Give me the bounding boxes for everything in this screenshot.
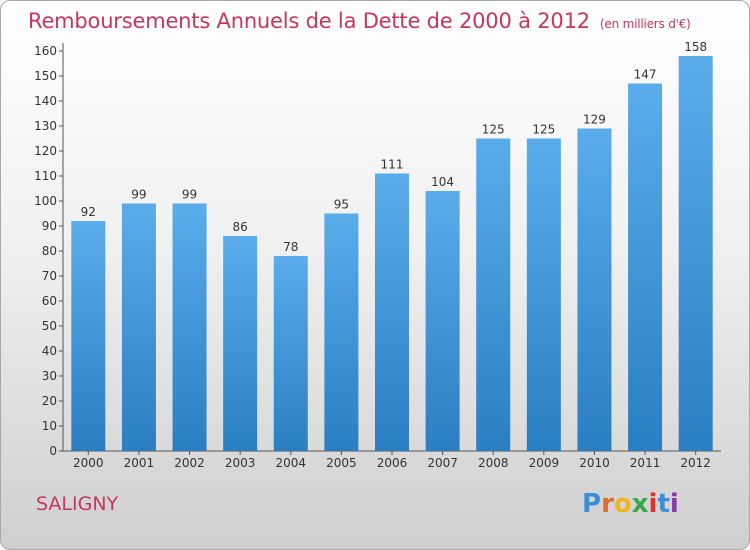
x-tick-label: 2005: [326, 456, 357, 470]
y-tick-label: 100: [34, 194, 57, 208]
bar: [526, 138, 561, 451]
logo-letter: x: [631, 489, 649, 519]
y-tick-label: 150: [34, 69, 57, 83]
x-tick-label: 2009: [529, 456, 560, 470]
data-labels: 92 99 99 86 78 95 111 104 125 125 129 147 158: [81, 40, 707, 254]
logo-letter: i: [648, 489, 658, 519]
y-tick-label: 110: [34, 169, 57, 183]
y-tick-label: 50: [42, 319, 57, 333]
x-tick-label: 2003: [225, 456, 256, 470]
y-tick-label: 130: [34, 119, 57, 133]
y-tick-label: 10: [42, 419, 57, 433]
y-tick-label: 160: [34, 44, 57, 58]
proxiti-logo[interactable]: Proxiti: [582, 489, 679, 519]
bar: [425, 191, 460, 451]
logo-letter: i: [669, 489, 679, 519]
y-tick-label: 60: [42, 294, 57, 308]
bar-value-label: 111: [381, 158, 404, 172]
y-tick-label: 20: [42, 394, 57, 408]
y-tick-label: 90: [42, 219, 57, 233]
logo-letter: r: [601, 489, 614, 519]
x-tick-label: 2012: [680, 456, 711, 470]
bar: [375, 173, 409, 451]
x-tick-label: 2007: [427, 456, 458, 470]
bar: [577, 128, 612, 451]
y-tick-label: 120: [34, 144, 57, 158]
bar: [121, 203, 156, 451]
x-tick-label: 2006: [377, 456, 408, 470]
x-tick-label: 2001: [124, 456, 155, 470]
logo-letter: o: [613, 489, 632, 519]
x-tick-label: 2011: [630, 456, 661, 470]
bar-value-label: 99: [182, 188, 197, 202]
bar-value-label: 129: [583, 113, 606, 127]
logo-letter: t: [657, 489, 670, 519]
x-tick-label: 2000: [73, 456, 104, 470]
bar-value-label: 147: [634, 68, 657, 82]
city-name: SALIGNY: [36, 493, 119, 515]
logo-letter: P: [582, 489, 602, 519]
y-tick-label: 140: [34, 94, 57, 108]
bar: [172, 203, 207, 451]
chart-title: Remboursements Annuels de la Dette de 20…: [28, 9, 691, 33]
title-text: Remboursements Annuels de la Dette de 20…: [28, 9, 590, 33]
bar-value-label: 104: [431, 175, 454, 189]
y-tick-label: 40: [42, 344, 57, 358]
x-tick-label: 2010: [579, 456, 610, 470]
bar: [273, 256, 308, 451]
x-tick-label: 2002: [174, 456, 205, 470]
bar-value-label: 125: [482, 123, 505, 137]
y-tick-label: 30: [42, 369, 57, 383]
bar-value-label: 86: [233, 220, 248, 234]
bar-value-label: 95: [334, 198, 349, 212]
bar: [628, 83, 663, 451]
bar-value-label: 78: [283, 240, 298, 254]
y-tick-label: 70: [42, 269, 57, 283]
bars: [71, 56, 713, 451]
bar-value-label: 92: [81, 205, 96, 219]
x-tick-label: 2004: [275, 456, 306, 470]
chart-subtitle: (en milliers d'€): [599, 17, 691, 31]
x-tick-label: 2008: [478, 456, 509, 470]
bar: [324, 213, 359, 451]
bar-value-label: 125: [532, 123, 555, 137]
y-tick-label: 80: [42, 244, 57, 258]
axes: 0 10 20 30 40 50 60 70 80 90 100 110 120 130 140 150 160…: [34, 43, 721, 470]
bar: [71, 221, 106, 451]
y-tick-label: 0: [49, 444, 57, 458]
bar-value-label: 158: [684, 40, 707, 54]
bar-value-label: 99: [131, 188, 146, 202]
bar: [678, 56, 713, 451]
bar: [476, 138, 511, 451]
bar: [223, 236, 258, 451]
